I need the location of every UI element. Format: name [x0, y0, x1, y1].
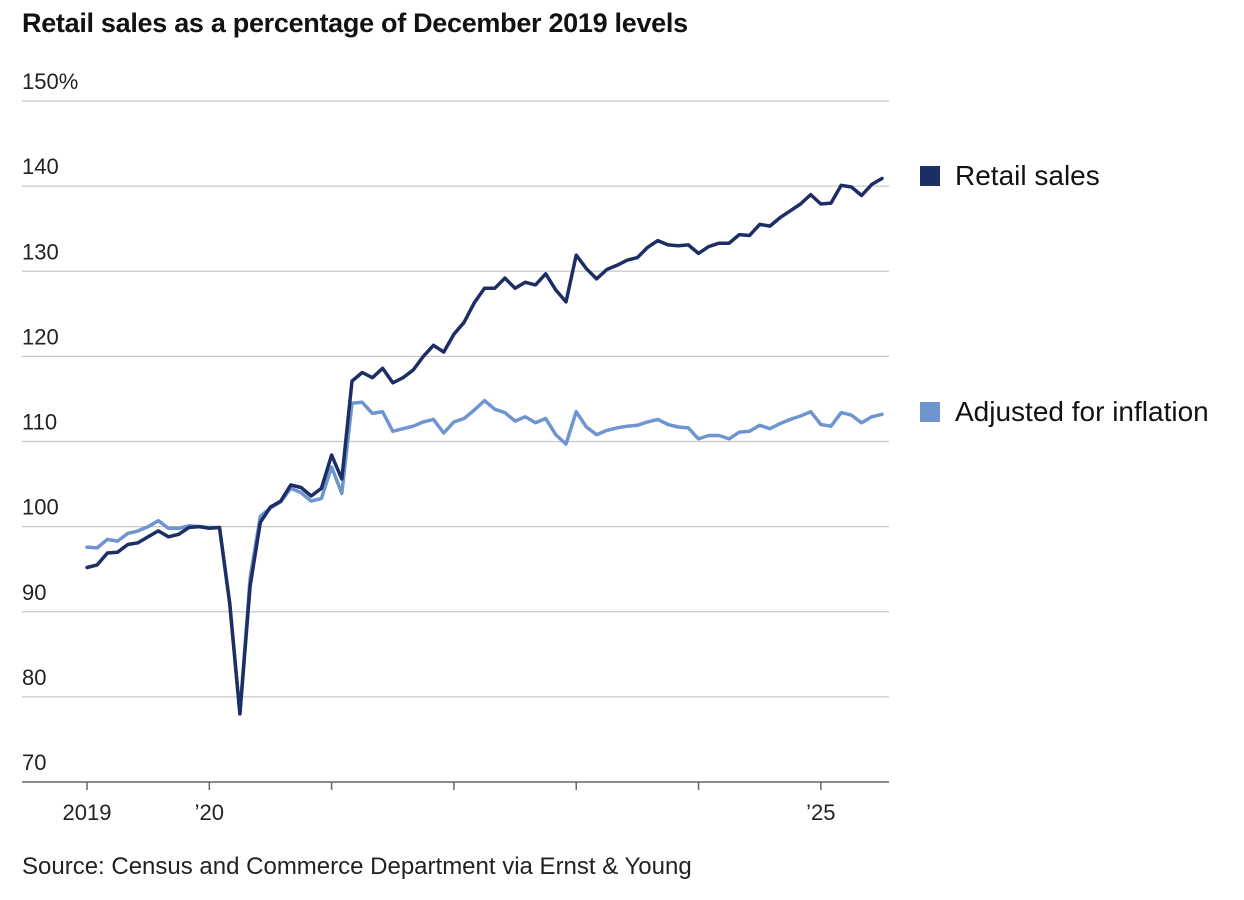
legend-swatch-retail-sales	[920, 166, 940, 186]
y-axis: 70 80 90 100 110 120 130 140 150%	[22, 69, 78, 775]
x-tick-label-2020: ’20	[195, 800, 224, 825]
series-lines	[85, 176, 884, 716]
legend-swatch-adjusted-for-inflation	[920, 402, 940, 422]
legend: Retail sales Adjusted for inflation	[920, 160, 1209, 427]
y-tick-label-120: 120	[22, 324, 59, 349]
x-axis: 2019 ’20 ’25	[63, 782, 836, 825]
y-tick-label-70: 70	[22, 750, 46, 775]
y-tick-label-90: 90	[22, 580, 46, 605]
gridlines	[22, 100, 889, 783]
legend-label-adjusted-for-inflation: Adjusted for inflation	[955, 396, 1209, 427]
legend-label-retail-sales: Retail sales	[955, 160, 1100, 191]
y-tick-label-110: 110	[22, 410, 57, 435]
y-tick-label-80: 80	[22, 665, 46, 690]
y-tick-label-150: 150%	[22, 69, 78, 94]
series-line-retail-sales	[85, 176, 884, 716]
y-tick-label-140: 140	[22, 154, 59, 179]
y-tick-label-100: 100	[22, 495, 59, 520]
series-line-adjusted-for-inflation	[85, 398, 884, 716]
x-tick-label-2019: 2019	[63, 800, 112, 825]
chart-title: Retail sales as a percentage of December…	[22, 8, 688, 38]
y-tick-label-130: 130	[22, 239, 59, 264]
source-note: Source: Census and Commerce Department v…	[22, 853, 692, 880]
x-tick-label-2025: ’25	[806, 800, 835, 825]
